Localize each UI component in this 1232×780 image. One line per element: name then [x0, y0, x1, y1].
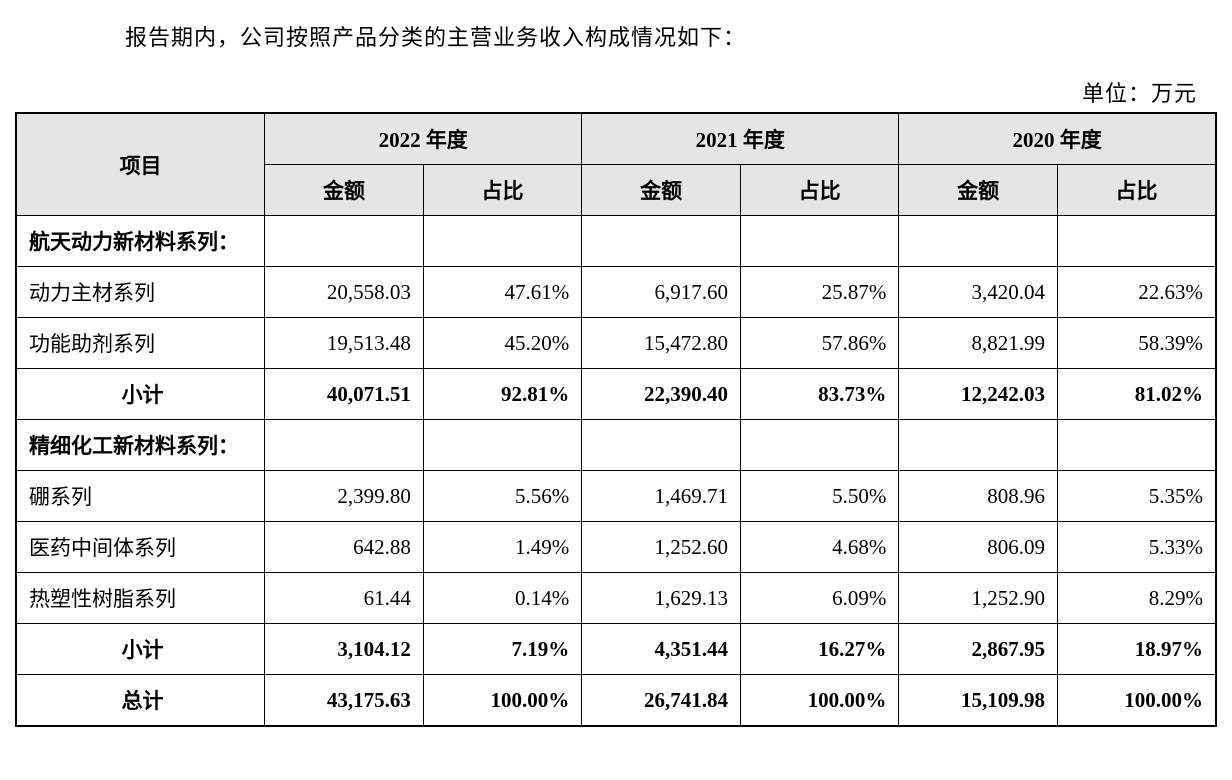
subtotal-label: 小计: [16, 369, 265, 420]
table-row: 功能助剂系列 19,513.48 45.20% 15,472.80 57.86%…: [16, 318, 1216, 369]
table-row: 动力主材系列 20,558.03 47.61% 6,917.60 25.87% …: [16, 267, 1216, 318]
row-amount: 3,420.04: [899, 267, 1058, 318]
row-amount: 642.88: [265, 522, 424, 573]
row-item: 功能助剂系列: [16, 318, 265, 369]
row-amount: 19,513.48: [265, 318, 424, 369]
total-amount: 26,741.84: [582, 675, 741, 727]
total-ratio: 100.00%: [423, 675, 581, 727]
header-ratio-2020: 占比: [1058, 165, 1216, 216]
section-2-subtotal: 小计 3,104.12 7.19% 4,351.44 16.27% 2,867.…: [16, 624, 1216, 675]
subtotal-ratio: 18.97%: [1058, 624, 1216, 675]
row-amount: 15,472.80: [582, 318, 741, 369]
header-row-1: 项目 2022 年度 2021 年度 2020 年度: [16, 113, 1216, 165]
header-year-2022: 2022 年度: [265, 113, 582, 165]
subtotal-amount: 4,351.44: [582, 624, 741, 675]
row-ratio: 5.50%: [740, 471, 898, 522]
row-ratio: 6.09%: [740, 573, 898, 624]
section-1-header: 航天动力新材料系列：: [16, 216, 1216, 267]
subtotal-ratio: 92.81%: [423, 369, 581, 420]
header-year-2021: 2021 年度: [582, 113, 899, 165]
header-amount-2021: 金额: [582, 165, 741, 216]
total-label: 总计: [16, 675, 265, 727]
row-ratio: 5.35%: [1058, 471, 1216, 522]
header-amount-2022: 金额: [265, 165, 424, 216]
row-item: 医药中间体系列: [16, 522, 265, 573]
row-ratio: 47.61%: [423, 267, 581, 318]
table-row: 医药中间体系列 642.88 1.49% 1,252.60 4.68% 806.…: [16, 522, 1216, 573]
subtotal-amount: 12,242.03: [899, 369, 1058, 420]
subtotal-amount: 2,867.95: [899, 624, 1058, 675]
header-ratio-2022: 占比: [423, 165, 581, 216]
header-amount-2020: 金额: [899, 165, 1058, 216]
row-amount: 1,629.13: [582, 573, 741, 624]
total-ratio: 100.00%: [740, 675, 898, 727]
intro-text: 报告期内，公司按照产品分类的主营业务收入构成情况如下：: [15, 20, 1217, 52]
subtotal-amount: 22,390.40: [582, 369, 741, 420]
row-ratio: 5.33%: [1058, 522, 1216, 573]
row-amount: 806.09: [899, 522, 1058, 573]
section-2-header: 精细化工新材料系列：: [16, 420, 1216, 471]
row-amount: 1,469.71: [582, 471, 741, 522]
row-item: 热塑性树脂系列: [16, 573, 265, 624]
subtotal-ratio: 16.27%: [740, 624, 898, 675]
table-row: 热塑性树脂系列 61.44 0.14% 1,629.13 6.09% 1,252…: [16, 573, 1216, 624]
section-1-title: 航天动力新材料系列：: [16, 216, 265, 267]
row-ratio: 22.63%: [1058, 267, 1216, 318]
section-2-title: 精细化工新材料系列：: [16, 420, 265, 471]
header-ratio-2021: 占比: [740, 165, 898, 216]
row-ratio: 0.14%: [423, 573, 581, 624]
row-ratio: 5.56%: [423, 471, 581, 522]
revenue-table: 项目 2022 年度 2021 年度 2020 年度 金额 占比 金额 占比 金…: [15, 112, 1217, 727]
subtotal-amount: 40,071.51: [265, 369, 424, 420]
subtotal-ratio: 7.19%: [423, 624, 581, 675]
row-amount: 1,252.60: [582, 522, 741, 573]
total-row: 总计 43,175.63 100.00% 26,741.84 100.00% 1…: [16, 675, 1216, 727]
table-row: 硼系列 2,399.80 5.56% 1,469.71 5.50% 808.96…: [16, 471, 1216, 522]
row-amount: 808.96: [899, 471, 1058, 522]
row-ratio: 57.86%: [740, 318, 898, 369]
header-year-2020: 2020 年度: [899, 113, 1216, 165]
subtotal-label: 小计: [16, 624, 265, 675]
header-item: 项目: [16, 113, 265, 216]
total-amount: 15,109.98: [899, 675, 1058, 727]
row-item: 硼系列: [16, 471, 265, 522]
row-ratio: 8.29%: [1058, 573, 1216, 624]
total-ratio: 100.00%: [1058, 675, 1216, 727]
subtotal-amount: 3,104.12: [265, 624, 424, 675]
section-1-subtotal: 小计 40,071.51 92.81% 22,390.40 83.73% 12,…: [16, 369, 1216, 420]
row-amount: 8,821.99: [899, 318, 1058, 369]
subtotal-ratio: 83.73%: [740, 369, 898, 420]
row-ratio: 1.49%: [423, 522, 581, 573]
row-ratio: 58.39%: [1058, 318, 1216, 369]
row-item: 动力主材系列: [16, 267, 265, 318]
row-ratio: 4.68%: [740, 522, 898, 573]
total-amount: 43,175.63: [265, 675, 424, 727]
row-amount: 20,558.03: [265, 267, 424, 318]
row-amount: 61.44: [265, 573, 424, 624]
subtotal-ratio: 81.02%: [1058, 369, 1216, 420]
row-ratio: 45.20%: [423, 318, 581, 369]
unit-label: 单位：万元: [15, 76, 1217, 108]
row-amount: 2,399.80: [265, 471, 424, 522]
row-ratio: 25.87%: [740, 267, 898, 318]
row-amount: 1,252.90: [899, 573, 1058, 624]
row-amount: 6,917.60: [582, 267, 741, 318]
